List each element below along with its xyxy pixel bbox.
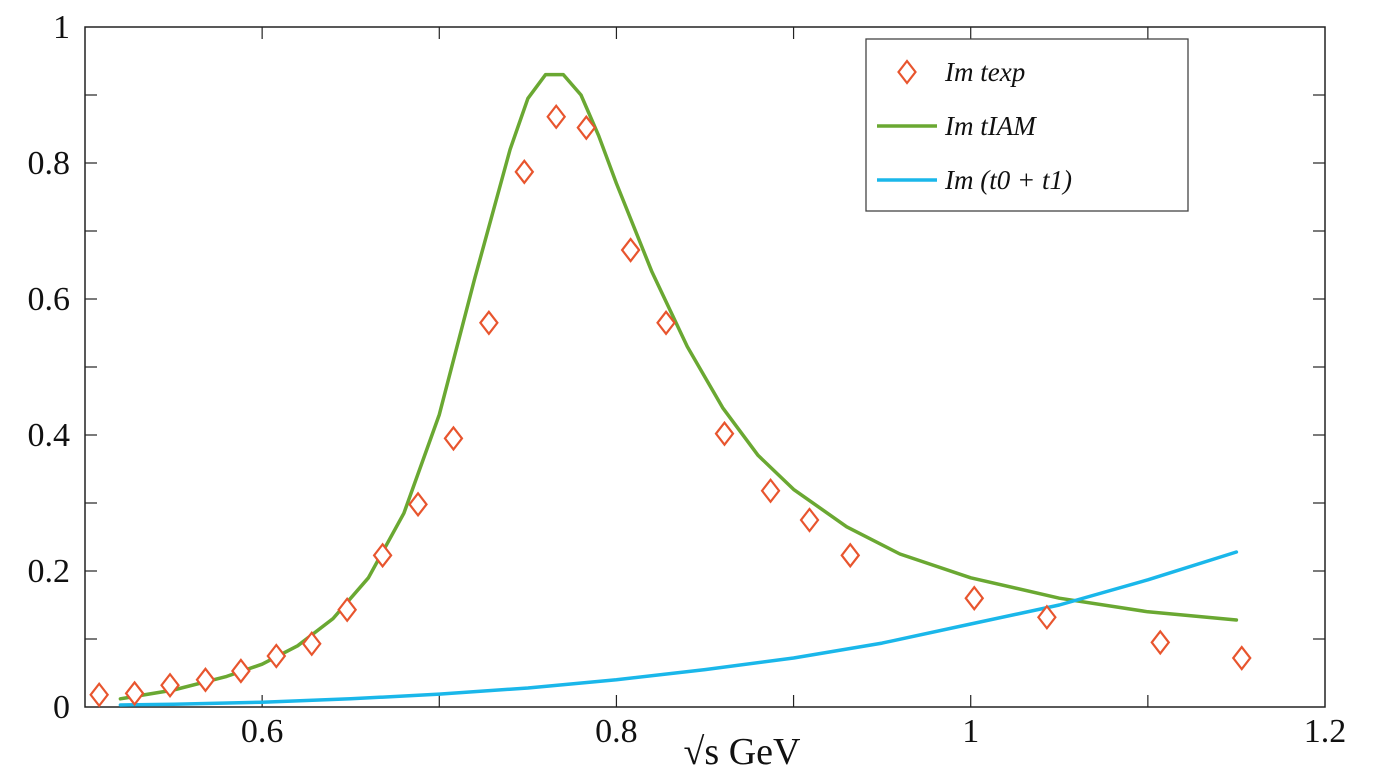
data-point: [372, 542, 393, 569]
y-tick-label: 0: [53, 689, 70, 726]
series-markers-0: [89, 103, 1252, 708]
data-point: [576, 114, 597, 141]
data-point: [443, 425, 464, 452]
data-point: [840, 542, 861, 569]
ticks: [85, 27, 1325, 707]
y-tick-label: 0.6: [28, 281, 71, 318]
series-line-2: [118, 550, 1239, 707]
data-point: [195, 667, 216, 693]
data-point: [1036, 604, 1057, 631]
data-point: [620, 237, 641, 263]
data-point: [1150, 629, 1171, 656]
data-point: [337, 596, 358, 623]
data-point: [230, 658, 251, 684]
data-point: [160, 672, 180, 699]
data-point: [89, 681, 110, 708]
data-point: [656, 310, 676, 336]
data-point: [124, 680, 145, 707]
legend-label-2: Im (t0 + t1): [944, 165, 1072, 195]
legend: Im texp Im tIAM Im (t0 + t1): [865, 38, 1189, 212]
x-tick-label: 1.2: [1304, 713, 1347, 750]
y-tick-label: 0.8: [28, 145, 71, 182]
data-point: [301, 630, 322, 657]
data-point: [714, 420, 735, 447]
y-tick-label: 0.4: [28, 417, 71, 454]
legend-entries: Im texp Im tIAM Im (t0 + t1): [877, 57, 1072, 195]
data-point: [408, 491, 428, 518]
tick-labels: 0.6 0.8 1 1.2 0 0.2 0.4 0.6 0.8 1: [28, 9, 1347, 750]
legend-marker-0: [897, 59, 917, 85]
y-tick-label: 0.2: [28, 553, 71, 590]
data-point: [799, 507, 820, 533]
series-layer: [89, 72, 1252, 708]
legend-label-1: Im tIAM: [944, 111, 1037, 141]
data-point: [760, 477, 781, 504]
data-point: [514, 159, 535, 185]
data-point: [478, 310, 499, 336]
legend-label-0: Im texp: [944, 57, 1025, 87]
data-point: [964, 585, 985, 611]
x-axis-label: √s GeV: [684, 731, 801, 773]
x-tick-label: 0.8: [595, 713, 638, 750]
series-line-1: [118, 72, 1239, 701]
data-point: [546, 103, 567, 130]
data-point: [266, 643, 287, 669]
x-tick-label: 0.6: [241, 713, 284, 750]
x-tick-label: 1: [962, 713, 979, 750]
y-tick-label: 1: [53, 9, 70, 46]
data-point: [1231, 645, 1252, 671]
